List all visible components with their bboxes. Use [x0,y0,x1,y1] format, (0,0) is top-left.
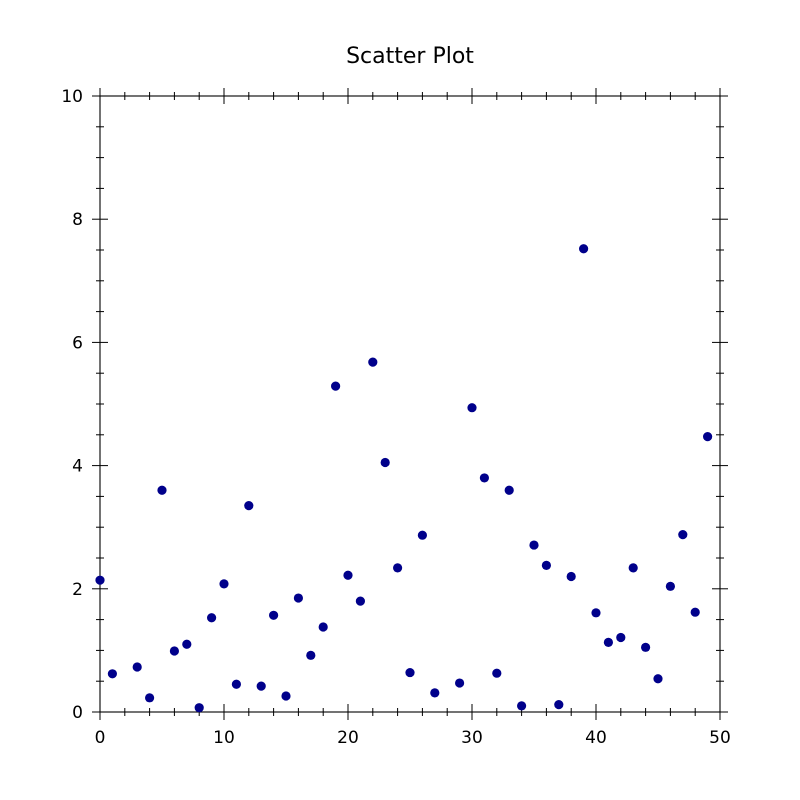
scatter-point [207,613,217,623]
scatter-point [529,540,539,550]
x-tick-label: 50 [709,728,731,748]
y-tick-label: 4 [72,457,83,477]
scatter-point [169,646,179,656]
data-points [95,244,713,713]
scatter-point [678,529,688,540]
axes [99,95,721,713]
x-tick-label: 40 [585,728,607,748]
scatter-point [541,560,552,570]
scatter-point [95,575,105,585]
y-tick-label: 10 [61,87,83,107]
x-tick-label: 0 [95,728,106,748]
scatter-point [393,563,403,573]
tick-labels: 0 10 20 30 40 50 0 2 4 6 8 10 [61,87,730,748]
scatter-point [281,691,291,701]
y-tick-label: 2 [72,580,83,600]
scatter-point [293,593,303,603]
y-tick-label: 6 [72,333,83,353]
y-tick-label: 0 [72,703,83,723]
scatter-point [703,432,713,442]
scatter-point [566,571,576,582]
scatter-point [430,688,440,698]
scatter-point [343,570,353,580]
scatter-point [157,485,167,495]
scatter-point [690,607,700,617]
scatter-point [603,637,614,647]
scatter-point [517,701,527,711]
scatter-point [256,681,266,691]
scatter-point [318,622,328,632]
scatter-point [467,403,477,413]
scatter-point [182,639,192,649]
scatter-point [145,693,155,703]
scatter-point [107,669,117,679]
scatter-point [492,668,502,678]
scatter-point [405,667,415,678]
scatter-point [380,457,390,468]
scatter-point [132,662,142,672]
scatter-point [554,700,564,710]
ticks [92,88,728,720]
scatter-point [616,632,626,643]
scatter-point [244,501,254,511]
x-tick-label: 20 [337,728,359,748]
x-tick-label: 10 [213,728,235,748]
scatter-point [504,485,514,495]
scatter-point [219,579,229,589]
y-tick-label: 8 [72,210,83,230]
scatter-point [306,650,316,660]
scatter-point [479,473,489,483]
scatter-point [665,581,676,591]
scatter-point [628,563,638,573]
scatter-point [269,610,279,620]
scatter-point [591,608,601,618]
scatter-point [641,642,651,652]
plot-frame [99,95,721,713]
scatter-point [331,381,341,391]
scatter-point [194,703,204,713]
x-tick-label: 30 [461,728,483,748]
scatter-point [368,357,378,367]
scatter-point [653,674,663,684]
scatter-point [579,244,589,254]
chart-title: Scatter Plot [346,44,474,69]
scatter-point [231,679,241,689]
scatter-point [455,678,465,688]
scatter-point [355,596,365,606]
scatter-point [417,530,427,540]
